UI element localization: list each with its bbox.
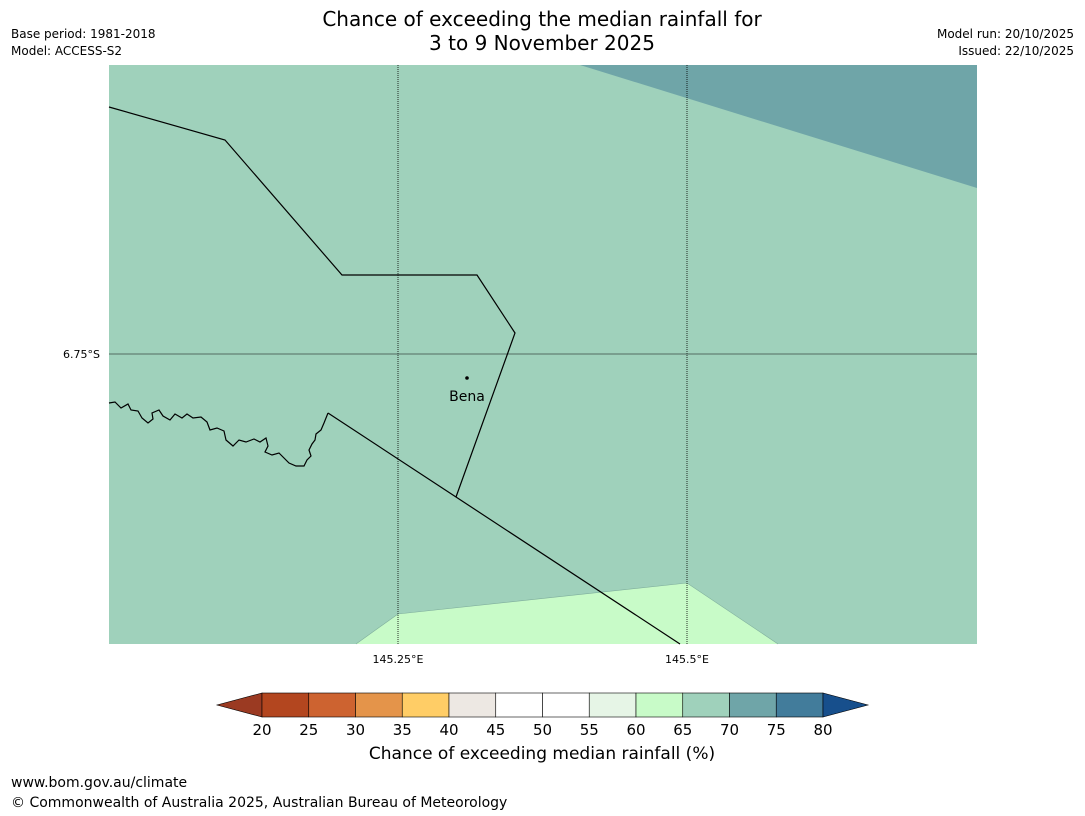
colorbar-tick-label: 30 xyxy=(346,721,365,739)
colorbar-tick-label: 55 xyxy=(580,721,599,739)
footer-copyright: © Commonwealth of Australia 2025, Austra… xyxy=(11,795,508,811)
band-60-65 xyxy=(356,583,778,644)
colorbar-tick-label: 50 xyxy=(533,721,552,739)
base-period: Base period: 1981-2018 xyxy=(11,27,156,41)
band-70-75 xyxy=(580,65,977,188)
colorbar-tick-label: 45 xyxy=(486,721,505,739)
meta-left: Base period: 1981-2018 Model: ACCESS-S2 xyxy=(11,26,156,60)
title-line-2: 3 to 9 November 2025 xyxy=(429,31,655,55)
colorbar-segment xyxy=(729,692,777,718)
colorbar-segment xyxy=(588,692,637,718)
colorbar-extend-high xyxy=(822,692,870,718)
colorbar-tick-label: 80 xyxy=(813,721,832,739)
colorbar-segment xyxy=(635,692,684,718)
colorbar: 20 25 30 35 40 45 50 55 60 65 70 75 80 xyxy=(215,692,870,739)
colorbar-segment xyxy=(308,692,356,718)
colorbar-tick-label: 40 xyxy=(439,721,458,739)
model-run: Model run: 20/10/2025 xyxy=(936,27,1074,41)
model-name: Model: ACCESS-S2 xyxy=(11,44,123,58)
meta-right: Model run: 20/10/2025 Issued: 22/10/2025 xyxy=(937,26,1074,60)
issued-date: Issued: 22/10/2025 xyxy=(958,44,1074,58)
colorbar-tick-label: 60 xyxy=(626,721,645,739)
colorbar-segment xyxy=(261,692,310,718)
colorbar-segment xyxy=(682,692,730,718)
coastline-river xyxy=(108,401,329,467)
lat-label: 6.75°S xyxy=(63,348,100,361)
colorbar-segment xyxy=(775,692,824,718)
colorbar-segment xyxy=(448,692,497,718)
colorbar-tick-label: 75 xyxy=(767,721,786,739)
colorbar-tick-label: 65 xyxy=(673,721,692,739)
colorbar-segment xyxy=(542,692,590,718)
colorbar-label: Chance of exceeding median rainfall (%) xyxy=(368,744,716,764)
boundary-south xyxy=(327,412,681,645)
map-title: Chance of exceeding the median rainfall … xyxy=(242,7,842,55)
boundary-north xyxy=(108,106,516,498)
colorbar-tick-label: 25 xyxy=(299,721,318,739)
town-marker xyxy=(465,376,469,380)
lon-label-1: 145.25°E xyxy=(373,653,424,666)
band-65-70 xyxy=(109,65,977,644)
colorbar-tick-label: 70 xyxy=(720,721,739,739)
place-label-bena: Bena xyxy=(449,389,485,405)
colorbar-segment xyxy=(495,692,543,718)
footer-url[interactable]: www.bom.gov.au/climate xyxy=(11,775,188,791)
band-edge xyxy=(355,582,779,645)
colorbar-extend-low xyxy=(215,692,263,718)
map-panel: Bena xyxy=(108,65,977,645)
colorbar-tick-label: 35 xyxy=(393,721,412,739)
colorbar-segment xyxy=(401,692,450,718)
colorbar-segment xyxy=(355,692,403,718)
lon-label-2: 145.5°E xyxy=(665,653,709,666)
title-line-1: Chance of exceeding the median rainfall … xyxy=(322,7,762,31)
colorbar-tick-label: 20 xyxy=(252,721,271,739)
